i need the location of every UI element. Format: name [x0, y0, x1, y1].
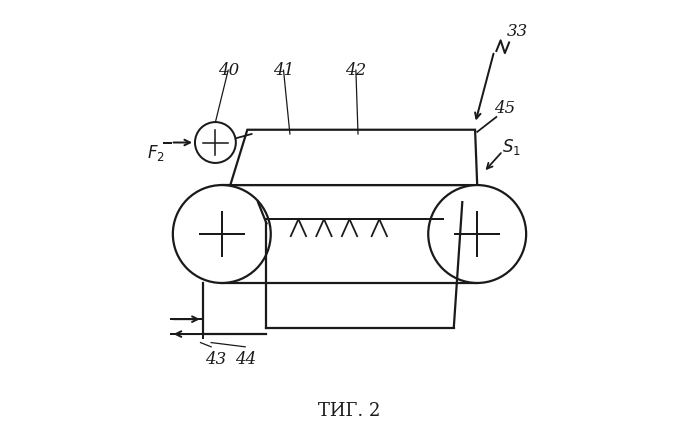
Text: 41: 41 — [273, 62, 294, 79]
Circle shape — [428, 185, 526, 283]
Circle shape — [195, 122, 236, 163]
Text: 44: 44 — [235, 351, 256, 368]
Circle shape — [173, 185, 271, 283]
Text: 45: 45 — [494, 100, 515, 117]
Text: 43: 43 — [205, 351, 226, 368]
Text: $S_1$: $S_1$ — [502, 137, 521, 157]
Text: $F_2$: $F_2$ — [147, 143, 165, 163]
Text: 42: 42 — [345, 62, 366, 79]
Text: 40: 40 — [217, 62, 239, 79]
Text: ΤИГ. 2: ΤИГ. 2 — [318, 402, 381, 420]
Text: 33: 33 — [507, 23, 528, 40]
Polygon shape — [230, 130, 477, 185]
